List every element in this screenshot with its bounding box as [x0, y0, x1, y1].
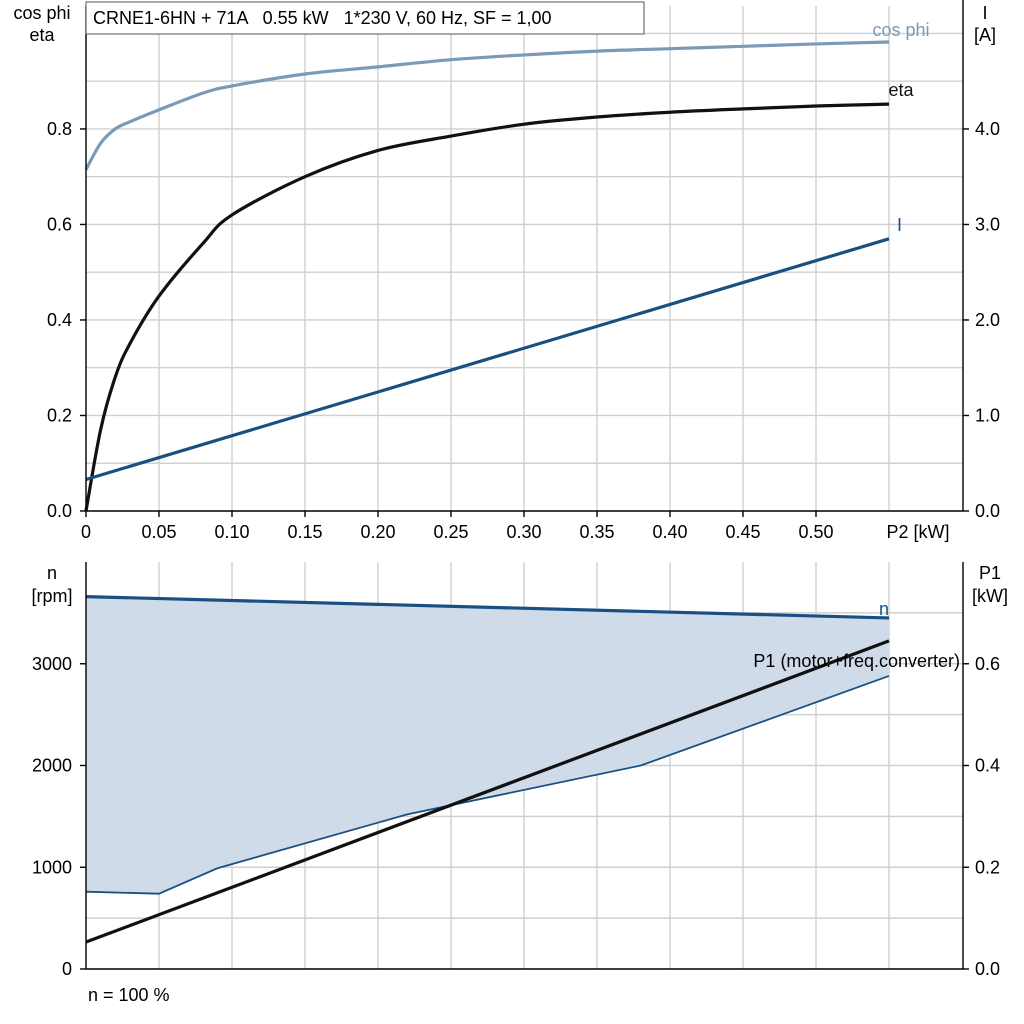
footnote-speed: n = 100 %: [88, 985, 170, 1005]
x-tick-label: 0.50: [798, 522, 833, 542]
bottom-left-tick-label: 1000: [32, 857, 72, 877]
top-right-tick-label: 3.0: [975, 214, 1000, 234]
bottom-right-axis-label-1: P1: [979, 563, 1001, 583]
bottom-right-tick-label: 0.4: [975, 756, 1000, 776]
bottom-right-tick-label: 0.0: [975, 959, 1000, 979]
operating-range-fill: [86, 597, 889, 894]
top-plot-grid: [86, 6, 963, 511]
top-left-tick-label: 0.4: [47, 310, 72, 330]
top-right-tick-label: 4.0: [975, 119, 1000, 139]
top-right-tick-label: 0.0: [975, 501, 1000, 521]
top-right-tick-label: 1.0: [975, 405, 1000, 425]
bottom-left-tick-label: 2000: [32, 756, 72, 776]
p1-line-label: P1 (motor+freq.converter): [753, 651, 960, 671]
x-axis-label: P2 [kW]: [886, 522, 949, 542]
bottom-right-axis-label-2: [kW]: [972, 586, 1008, 606]
bottom-left-axis-label-1: n: [47, 563, 57, 583]
x-tick-label: 0.35: [579, 522, 614, 542]
top-left-tick-label: 0.0: [47, 501, 72, 521]
bottom-right-tick-label: 0.6: [975, 654, 1000, 674]
bottom-left-tick-label: 3000: [32, 654, 72, 674]
chart-title: CRNE1-6HN + 71A 0.55 kW 1*230 V, 60 Hz, …: [93, 8, 552, 28]
bottom-right-tick-label: 0.2: [975, 857, 1000, 877]
x-tick-label: 0.45: [725, 522, 760, 542]
n-line-label: n: [879, 599, 889, 619]
top-right-axis-label-2: [A]: [974, 25, 996, 45]
i-curve-label: I: [897, 215, 902, 235]
x-tick-label: 0.25: [433, 522, 468, 542]
operating-range-area: [86, 597, 889, 894]
top-left-tick-label: 0.6: [47, 214, 72, 234]
i-curve: [86, 239, 889, 480]
x-tick-label: 0.05: [141, 522, 176, 542]
bottom-left-tick-label: 0: [62, 959, 72, 979]
cos-phi-curve-label: cos phi: [872, 20, 929, 40]
eta-curve: [86, 104, 889, 511]
cos-phi-curve: [86, 42, 889, 170]
top-right-tick-label: 2.0: [975, 310, 1000, 330]
top-left-tick-label: 0.2: [47, 405, 72, 425]
x-tick-label: 0.10: [214, 522, 249, 542]
x-tick-label: 0.15: [287, 522, 322, 542]
top-left-tick-label: 0.8: [47, 119, 72, 139]
x-tick-label: 0: [81, 522, 91, 542]
x-tick-label: 0.20: [360, 522, 395, 542]
top-left-axis-label-1: cos phi: [13, 3, 70, 23]
top-right-axis-label-1: I: [982, 3, 987, 23]
top-left-axis-label-2: eta: [29, 25, 55, 45]
bottom-left-axis-label-2: [rpm]: [31, 586, 72, 606]
x-tick-label: 0.40: [652, 522, 687, 542]
top-plot-series: [86, 42, 889, 511]
x-tick-label: 0.30: [506, 522, 541, 542]
eta-curve-label: eta: [888, 80, 914, 100]
